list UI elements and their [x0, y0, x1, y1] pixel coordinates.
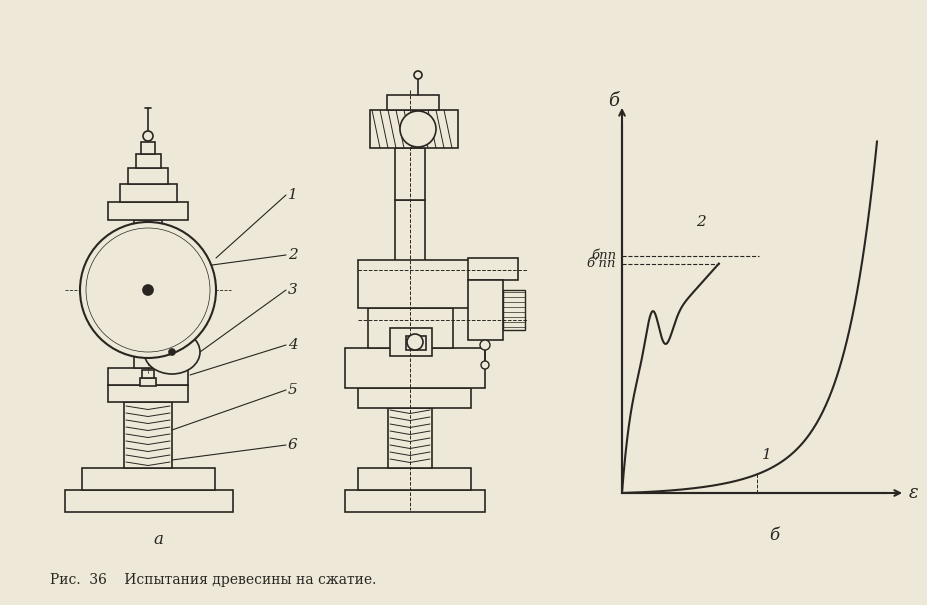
Text: 2: 2 [695, 215, 705, 229]
Text: а: а [153, 532, 163, 549]
Text: ε: ε [908, 484, 918, 502]
Circle shape [407, 334, 423, 350]
Text: б: б [768, 526, 779, 543]
Circle shape [143, 285, 153, 295]
Bar [395, 148, 425, 200]
Bar [108, 368, 188, 385]
Bar [358, 388, 471, 408]
Circle shape [479, 340, 489, 350]
Ellipse shape [144, 330, 200, 374]
Bar [120, 184, 177, 202]
Bar [141, 142, 155, 154]
Bar [358, 260, 471, 308]
Bar [387, 408, 432, 468]
Bar [406, 336, 425, 350]
Text: 6: 6 [287, 438, 298, 452]
Text: 1: 1 [761, 448, 771, 462]
Text: 5: 5 [287, 383, 298, 397]
Text: 4: 4 [287, 338, 298, 352]
Bar [467, 258, 517, 280]
Text: б: б [608, 92, 619, 110]
Bar [133, 220, 162, 368]
Bar [65, 490, 233, 512]
Bar [389, 328, 432, 356]
Circle shape [86, 228, 210, 352]
Bar [140, 378, 156, 386]
Bar [128, 168, 168, 184]
Text: 3: 3 [287, 283, 298, 297]
Bar [358, 468, 471, 490]
Bar [502, 290, 525, 330]
Bar [370, 110, 458, 148]
Circle shape [413, 71, 422, 79]
Text: б’пп: б’пп [586, 257, 616, 270]
Text: 1: 1 [287, 188, 298, 202]
Bar [124, 402, 171, 468]
Bar [142, 370, 154, 378]
Bar [82, 468, 215, 490]
Bar [108, 385, 188, 402]
Bar [136, 154, 160, 168]
Text: бпп: бпп [590, 249, 616, 262]
Circle shape [143, 131, 153, 141]
Circle shape [80, 222, 216, 358]
Text: 2: 2 [287, 248, 298, 262]
Circle shape [169, 349, 175, 355]
Circle shape [400, 111, 436, 147]
Bar [387, 95, 438, 110]
Text: Рис.  36    Испытания древесины на сжатие.: Рис. 36 Испытания древесины на сжатие. [50, 573, 376, 587]
Bar [345, 490, 485, 512]
Bar [368, 308, 452, 348]
Circle shape [480, 361, 489, 369]
Bar [108, 202, 188, 220]
Bar [467, 280, 502, 340]
Bar [345, 348, 485, 388]
Bar [395, 200, 425, 308]
